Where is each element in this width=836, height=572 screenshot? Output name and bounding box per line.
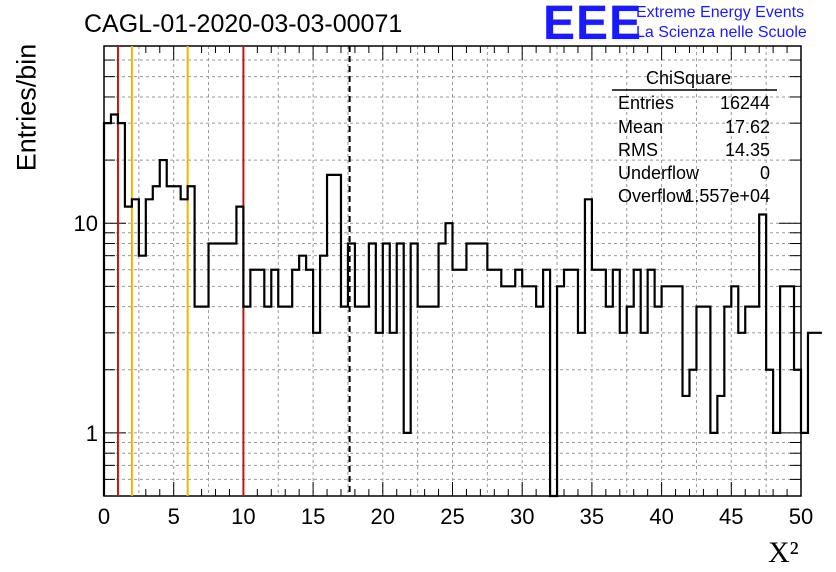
x-tick-label: 50: [789, 504, 813, 529]
logo-line-1: Extreme Energy Events: [636, 4, 805, 21]
histogram-series: [102, 113, 822, 498]
x-tick-label: 0: [98, 504, 110, 529]
x-tick-label: 15: [301, 504, 325, 529]
x-tick-label: 45: [719, 504, 743, 529]
x-tick-label: 20: [371, 504, 395, 529]
eee-logo: EEE: [543, 0, 643, 50]
x-tick-label: 40: [649, 504, 673, 529]
logo-line-2: La Scienza nelle Scuole: [636, 24, 807, 41]
stats-row: Mean 17.62: [618, 117, 770, 140]
y-tick-label: 10: [74, 211, 98, 236]
stats-value: 16244: [719, 93, 770, 113]
stats-key: RMS: [618, 140, 658, 160]
stats-value: 14.35: [724, 140, 770, 160]
stats-value: 17.62: [724, 117, 770, 137]
stats-row: Overflow 1.557e+04: [618, 186, 770, 209]
stats-row: Underflow 0: [618, 163, 770, 186]
stats-row: Entries 16244: [618, 93, 770, 116]
x-tick-label: 25: [440, 504, 464, 529]
stats-key: Entries: [618, 93, 675, 113]
y-axis-label: Entries/bin: [11, 43, 42, 172]
stats-value: 0: [759, 163, 770, 183]
x-tick-label: 30: [510, 504, 534, 529]
stats-key: Underflow: [618, 163, 700, 183]
x-axis-label: X²: [768, 536, 799, 569]
stats-value: 1.557e+04: [684, 186, 770, 206]
stats-key: Overflow: [618, 186, 690, 206]
x-tick-label: 5: [168, 504, 180, 529]
y-tick-label: 1: [86, 421, 98, 446]
stats-row: RMS 14.35: [618, 140, 770, 163]
x-tick-label: 10: [231, 504, 255, 529]
stats-key: Mean: [618, 117, 664, 137]
x-tick-label: 35: [580, 504, 604, 529]
stats-box-title: ChiSquare: [646, 68, 732, 88]
plot-title: CAGL-01-2020-03-03-00071: [84, 10, 403, 38]
